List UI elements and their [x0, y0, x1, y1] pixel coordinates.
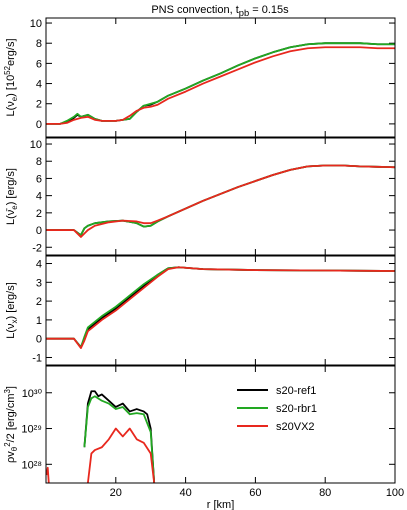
line-series [46, 42, 395, 125]
y-tick-label: 10²⁸ [21, 459, 42, 471]
line-series [46, 46, 395, 125]
line-series [46, 164, 395, 238]
y-axis-label-part: L(ν [5, 101, 17, 117]
y-tick-label: 4 [36, 191, 42, 203]
legend-label: s20VX2 [276, 421, 315, 433]
y-tick-label: -2 [32, 242, 42, 254]
plot-frame [45, 137, 396, 256]
line-series [83, 395, 156, 483]
y-tick-label: 0 [36, 119, 42, 131]
line-series [46, 42, 395, 125]
line-series [46, 266, 395, 349]
legend-label: s20-ref1 [276, 385, 316, 397]
y-axis-label-part: e [10, 96, 19, 101]
y-axis-label: L(ν̄e) [erg/s] [5, 168, 19, 225]
y-axis-label-part: e [10, 205, 19, 210]
y-axis-label-part: ) [10 [5, 75, 17, 97]
x-tick-label: 20 [110, 487, 122, 499]
y-tick-label: 6 [36, 173, 42, 185]
y-tick-label: 3 [36, 277, 42, 289]
y-tick-label: 10²⁹ [21, 424, 42, 436]
y-axis-label-part: L(ν̄ [5, 208, 17, 225]
y-tick-label: 0 [36, 334, 42, 346]
line-series [46, 427, 156, 483]
x-tick-label: 60 [249, 487, 261, 499]
y-axis-label-part: θ [10, 447, 19, 451]
y-tick-label: 10 [30, 139, 42, 151]
legend-label: s20-rbr1 [276, 403, 317, 415]
line-series [83, 390, 156, 483]
y-axis-label-part: erg/s] [5, 38, 17, 66]
y-axis-label-part: 2 [3, 442, 12, 446]
y-axis-label-part: 3 [3, 388, 12, 393]
line-series [46, 266, 395, 349]
y-axis-label-part: /2 [erg/cm [5, 393, 17, 442]
y-tick-label: 6 [36, 58, 42, 70]
line-series [46, 266, 395, 349]
y-axis-label-part: x [10, 319, 19, 323]
chart-title-part: pb [239, 8, 249, 18]
y-tick-label: 8 [36, 156, 42, 168]
y-axis-label: L(νe) [1052erg/s] [3, 38, 19, 116]
x-axis-label: r [km] [207, 499, 235, 510]
y-tick-label: 8 [36, 38, 42, 50]
y-tick-label: 4 [36, 79, 42, 91]
y-axis-label: ρvθ2/2 [erg/cm3] [3, 386, 19, 463]
y-axis-label-part: ) [erg/s] [5, 168, 17, 205]
y-tick-label: 10 [30, 18, 42, 30]
y-tick-label: 1 [36, 315, 42, 327]
y-axis-label-part: L(ν [5, 323, 17, 339]
y-tick-label: 4 [36, 259, 42, 271]
x-tick-label: 80 [319, 487, 331, 499]
chart-title-part: PNS convection, t [151, 4, 238, 16]
y-tick-label: 2 [36, 99, 42, 111]
y-tick-label: 2 [36, 296, 42, 308]
y-axis-label: L(νx) [erg/s] [5, 282, 19, 339]
y-axis-label-part: ) [erg/s] [5, 282, 17, 319]
plot-frame [45, 255, 396, 366]
y-axis-label-part: ] [5, 386, 17, 389]
y-tick-label: 2 [36, 208, 42, 220]
y-axis-label-part: 52 [3, 66, 12, 75]
x-tick-label: 100 [386, 487, 404, 499]
chart-title: PNS convection, tpb = 0.15s [151, 4, 289, 18]
y-tick-label: 10³⁰ [22, 388, 43, 400]
chart-title-part: = 0.15s [249, 4, 289, 16]
plot-frame [45, 365, 396, 484]
y-axis-label-part: ρv [5, 451, 17, 463]
y-tick-label: 0 [36, 225, 42, 237]
y-tick-label: -1 [32, 352, 42, 364]
plot-frame [45, 17, 396, 138]
x-tick-label: 40 [179, 487, 191, 499]
